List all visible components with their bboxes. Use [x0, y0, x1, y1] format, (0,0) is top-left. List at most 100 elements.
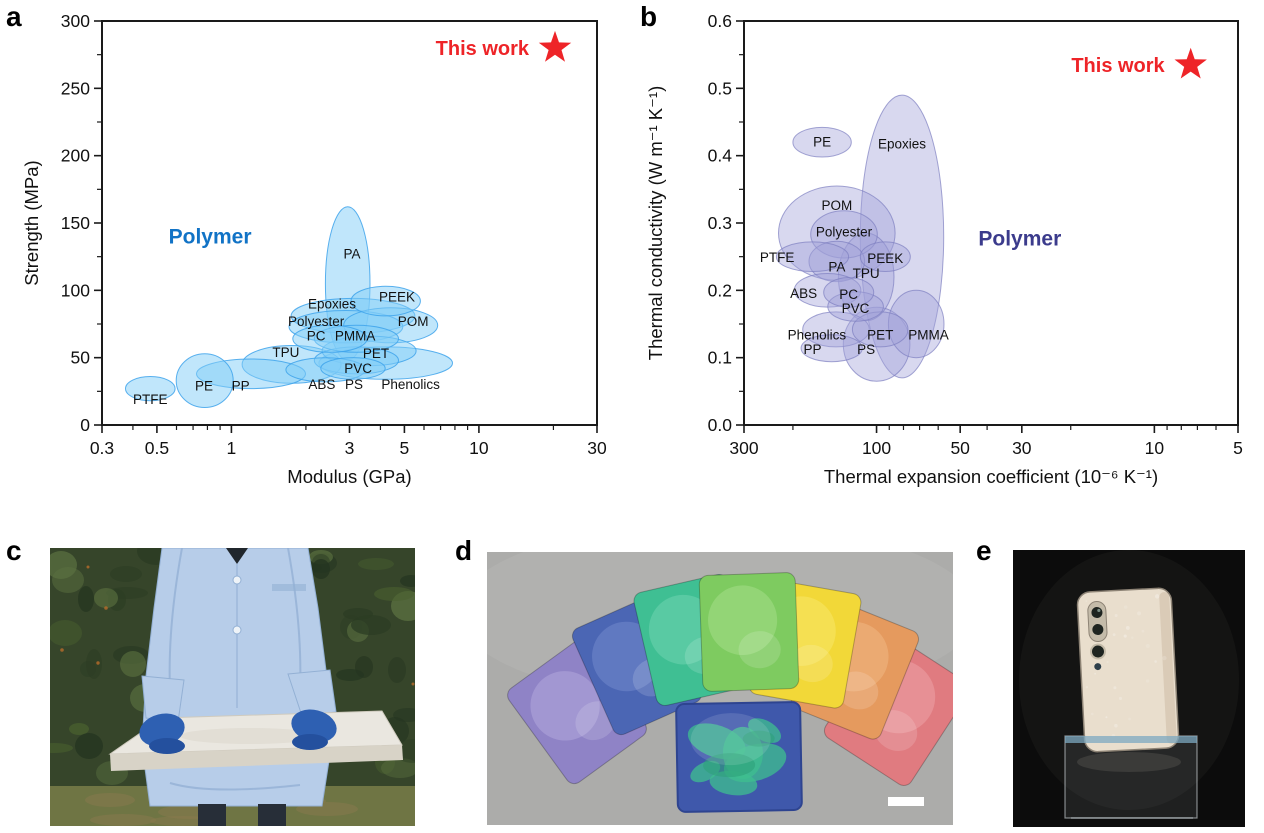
coat-pocket [272, 584, 306, 591]
polymer-label-POM: POM [398, 314, 429, 329]
camera-lens-middle [1092, 624, 1104, 636]
hedge-foliage [388, 657, 406, 683]
polymer-ellipse-PTFE [775, 241, 850, 273]
photo-person-holding-panel [50, 548, 415, 826]
white-slab-edge [110, 745, 403, 771]
panel-letter-a: a [6, 1, 22, 32]
hedge-foliage [110, 566, 142, 582]
group-label-polymer: Polymer [978, 227, 1061, 250]
y-axis-title: Strength (MPa) [21, 160, 42, 285]
hedge-foliage [374, 587, 414, 601]
pearl-sparkle [1094, 672, 1097, 675]
polymer-ellipse-PS [320, 357, 386, 380]
polymer-ellipse-Polyester [810, 210, 878, 259]
hedge-berry-dot [104, 606, 108, 610]
tile-purple-sheen [530, 671, 600, 741]
pearl-sparkle [1106, 661, 1109, 664]
pearl-sparkle [1118, 696, 1123, 701]
pearl-sparkle [1154, 660, 1157, 663]
tile-green-highlight [738, 631, 781, 669]
hedge-foliage [80, 661, 96, 677]
hedge-foliage [75, 733, 103, 759]
polymer-label-Phenolics: Phenolics [381, 377, 440, 392]
slab-texture [180, 728, 320, 744]
photo-colored-tiles [487, 552, 953, 825]
polymer-label-PE: PE [195, 378, 213, 393]
polymer-ellipse-PMMA [887, 289, 945, 359]
y-tick-label: 150 [61, 213, 90, 233]
coat-button [232, 575, 242, 585]
y-tick-label: 0.5 [708, 78, 732, 98]
chart-conductivity-vs-expansion: 300 100 50 30 10 5 0.0 0.1 0.2 0.3 0.4 0.5 0.6 Therma… [645, 11, 1243, 487]
x-tick-label: 30 [587, 438, 607, 458]
hedge-foliage [52, 567, 84, 593]
phone-reflection [1077, 752, 1181, 772]
polymer-label-POM: POM [821, 198, 852, 213]
x-tick-label: 30 [1012, 438, 1032, 458]
x-tick-label: 10 [1145, 438, 1165, 458]
pearl-sparkle [1128, 717, 1131, 721]
panel-letter-b: b [640, 1, 658, 32]
ground-patch [90, 814, 156, 826]
flash-dot [1094, 663, 1102, 671]
y-tick-label: 0.1 [708, 348, 732, 368]
this-work-label: This work [436, 38, 530, 60]
tile-yellow-highlight [790, 644, 833, 683]
x-tick-label: 300 [729, 438, 758, 458]
hedge-foliage [120, 651, 146, 677]
polymer-ellipse-PEEK [350, 285, 421, 317]
x-tick-label: 50 [950, 438, 970, 458]
polymer-label-PEEK: PEEK [867, 251, 903, 266]
pearl-sparkle [1114, 614, 1118, 618]
pearl-sparkle [1131, 636, 1134, 640]
x-tick-label: 3 [345, 438, 355, 458]
tile-green-sheen [708, 585, 778, 656]
pearl-sparkle [1162, 655, 1167, 661]
y-tick-label: 0.4 [708, 146, 733, 166]
panel-letter-c: c [6, 535, 22, 566]
slide-top-edge-band [1065, 736, 1197, 743]
front-tile-marble-dark [703, 753, 756, 778]
hedge-berry-dot [411, 682, 415, 686]
y-tick-label: 0.3 [708, 213, 732, 233]
pearl-sparkle [1105, 716, 1108, 719]
polymer-label-PEEK: PEEK [379, 290, 415, 305]
hedge-foliage [351, 615, 391, 635]
polymer-label-PMMA: PMMA [908, 327, 949, 342]
polymer-ellipse-POM [778, 185, 896, 281]
y-tick-label: 0.2 [708, 280, 732, 300]
polymer-label-PVC: PVC [344, 361, 372, 376]
y-tick-label: 200 [61, 146, 90, 166]
y-axis-title: Thermal conductivity (W m⁻¹ K⁻¹) [645, 86, 666, 360]
this-work-label: This work [1071, 55, 1165, 77]
leg-right [258, 804, 286, 826]
polymer-label-PA: PA [343, 246, 360, 261]
y-tick-label: 0.6 [708, 11, 732, 31]
pearl-sparkle [1113, 686, 1117, 690]
hedge-foliage [94, 588, 118, 608]
pearl-sparkle [1154, 594, 1160, 599]
tile-marbled-front [675, 701, 803, 813]
hedge-foliage [69, 723, 89, 735]
y-tick-label: 300 [61, 11, 90, 31]
pearl-sparkle [1085, 600, 1088, 603]
photo-smartphone [1013, 550, 1245, 827]
hedge-berry-dot [96, 661, 100, 665]
x-tick-label: 5 [400, 438, 410, 458]
polymer-label-PVC: PVC [842, 301, 870, 316]
y-tick-label: 0 [80, 415, 90, 435]
panel-letter-d: d [455, 535, 473, 566]
phone-side-shade [1159, 592, 1177, 744]
this-work-star [538, 30, 572, 62]
y-tick-label: 50 [71, 348, 91, 368]
polymer-label-PC: PC [307, 329, 326, 344]
x-tick-label: 1 [227, 438, 237, 458]
y-tick-label: 0.0 [708, 415, 733, 435]
x-axis-title: Thermal expansion coefficient (10⁻⁶ K⁻¹) [824, 466, 1158, 487]
tile-green [698, 572, 800, 692]
group-label-polymer: Polymer [169, 225, 252, 248]
hedge-foliage [78, 586, 94, 612]
polymer-label-PET: PET [363, 346, 389, 361]
